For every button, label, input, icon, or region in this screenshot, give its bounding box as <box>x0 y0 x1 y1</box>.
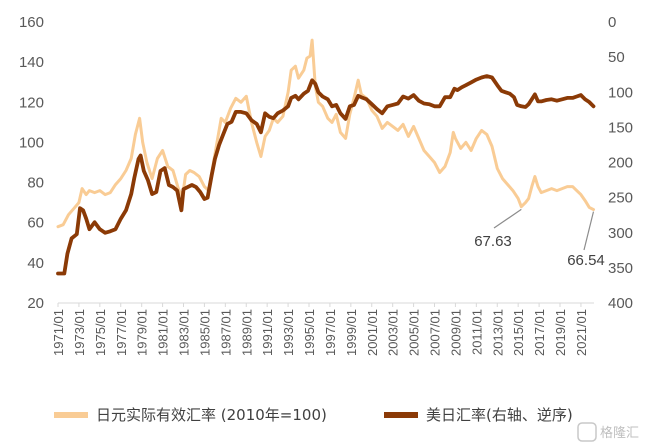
annotation-leader-line <box>583 211 595 251</box>
x-tick-label: 2009/01 <box>448 309 463 356</box>
x-tick-label: 1981/01 <box>156 309 171 356</box>
watermark: 格隆汇 <box>577 422 639 442</box>
legend-label-usdjpy: 美日汇率(右轴、逆序) <box>426 406 573 424</box>
right-tick-label: 400 <box>608 295 633 312</box>
x-tick-label: 2019/01 <box>553 309 568 356</box>
left-tick-label: 140 <box>19 54 44 71</box>
x-tick-label: 2003/01 <box>386 309 401 356</box>
right-axis-ticks: 0 50 100 150 200 250 300 350 400 <box>608 14 633 312</box>
watermark-text: 格隆汇 <box>600 425 639 441</box>
x-tick-label: 2007/01 <box>428 309 443 356</box>
series-line-usdjpy <box>56 74 596 276</box>
x-tick-label: 2005/01 <box>407 309 422 356</box>
series-lines <box>56 38 596 276</box>
x-tick-label: 1985/01 <box>197 309 212 356</box>
x-tick-label: 1973/01 <box>72 309 87 356</box>
left-tick-label: 160 <box>19 14 44 31</box>
x-tick-label: 1983/01 <box>177 309 192 356</box>
x-tick-label: 1975/01 <box>93 309 108 356</box>
x-tick-label: 1989/01 <box>239 309 254 356</box>
left-tick-label: 20 <box>27 295 44 312</box>
x-tick-label: 2017/01 <box>532 309 547 356</box>
left-tick-label: 40 <box>27 255 44 272</box>
right-tick-label: 350 <box>608 260 633 277</box>
right-tick-label: 50 <box>608 49 625 66</box>
x-tick-label: 1991/01 <box>260 309 275 356</box>
x-tick-label: 2011/01 <box>469 309 484 355</box>
left-tick-label: 100 <box>19 134 44 151</box>
x-tick-label: 1997/01 <box>323 309 338 356</box>
x-tick-label: 2001/01 <box>365 309 380 356</box>
annotations: 67.63 66.54 <box>474 208 605 269</box>
x-tick-label: 1999/01 <box>344 309 359 356</box>
right-tick-label: 200 <box>608 155 633 172</box>
legend-label-jpy-reer: 日元实际有效汇率 (2010年=100) <box>96 406 327 424</box>
right-tick-label: 300 <box>608 225 633 242</box>
series-line-jpy-reer <box>56 38 595 229</box>
left-tick-label: 60 <box>27 215 44 232</box>
right-tick-label: 0 <box>608 14 616 31</box>
annotation-leader-line <box>493 208 522 229</box>
x-tick-label: 1995/01 <box>302 309 317 356</box>
x-tick-label: 1971/01 <box>51 309 66 356</box>
right-tick-label: 150 <box>608 119 633 136</box>
annotation-label: 67.63 <box>474 233 512 250</box>
left-tick-label: 120 <box>19 94 44 111</box>
watermark-logo-icon <box>577 422 597 442</box>
x-tick-label: 1979/01 <box>135 309 150 356</box>
x-tick-label: 2021/01 <box>574 309 589 356</box>
x-tick-label: 1977/01 <box>114 309 129 356</box>
right-tick-label: 100 <box>608 84 633 101</box>
left-tick-label: 80 <box>27 175 44 192</box>
right-tick-label: 250 <box>608 190 633 207</box>
x-tick-label: 1987/01 <box>218 309 233 356</box>
x-tick-label: 2013/01 <box>490 309 505 356</box>
left-axis-ticks: 160 140 120 100 80 60 40 20 <box>19 14 44 312</box>
legend: 日元实际有效汇率 (2010年=100) 美日汇率(右轴、逆序) <box>54 406 573 424</box>
x-tick-label: 2015/01 <box>511 309 526 356</box>
annotation-label: 66.54 <box>567 252 605 269</box>
x-tick-label: 1993/01 <box>281 309 296 356</box>
x-axis: 1971/01 1973/01 1975/01 1977/01 1979/01 1981/… <box>51 302 594 356</box>
